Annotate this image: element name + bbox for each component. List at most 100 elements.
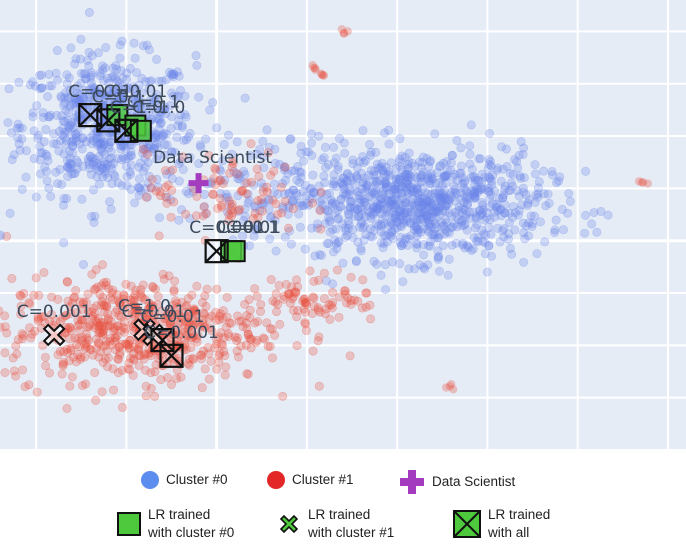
cluster0-point	[240, 170, 250, 180]
cluster1-point	[129, 355, 139, 365]
cluster0-point	[95, 139, 105, 149]
cluster1-point	[124, 339, 134, 349]
cluster0-point	[17, 123, 27, 133]
cluster0-point	[293, 161, 303, 171]
cluster1-point	[300, 294, 310, 304]
cluster0-point	[499, 224, 509, 234]
cluster0-point	[412, 183, 422, 193]
cluster0-point	[160, 104, 170, 114]
cluster0-point	[65, 158, 75, 168]
cluster0-point	[417, 176, 427, 186]
cluster0-point	[519, 257, 529, 267]
cluster0-point	[304, 147, 314, 157]
cluster1-point	[64, 356, 74, 366]
legend-lr-all[interactable]: LR trained with all	[452, 506, 550, 542]
cluster0-point	[118, 152, 128, 162]
cluster0-point	[123, 83, 133, 93]
cluster0-point	[191, 51, 201, 61]
cluster0-point	[144, 171, 154, 181]
cluster0-point	[346, 176, 356, 186]
cluster0-point	[59, 149, 69, 159]
cluster0-point	[516, 137, 526, 147]
cluster0-point	[504, 186, 514, 196]
cluster0-point	[107, 179, 117, 189]
cluster0-point	[101, 168, 111, 178]
cluster1-point	[226, 205, 236, 215]
cluster0-point	[93, 87, 103, 97]
cluster0-point	[292, 175, 302, 185]
cluster0-point	[44, 69, 54, 79]
cluster0-point	[460, 176, 470, 186]
cluster0-point	[262, 125, 272, 135]
cluster0-point	[196, 142, 206, 152]
cluster0-point	[167, 70, 177, 80]
cluster0-point	[155, 133, 165, 143]
legend-cluster0[interactable]: Cluster #0	[140, 470, 228, 490]
cluster0-point	[424, 201, 434, 211]
cluster0-point	[372, 204, 382, 214]
cluster0-point	[292, 188, 302, 198]
cluster0-point	[338, 258, 348, 268]
cluster0-point	[94, 166, 104, 176]
cluster0-point	[448, 172, 458, 182]
cluster0-point	[372, 204, 382, 214]
cluster0-point	[420, 264, 430, 274]
cluster1-point	[219, 347, 229, 357]
cluster0-point	[270, 216, 280, 226]
cluster0-point	[480, 249, 490, 259]
cluster0-point	[480, 238, 490, 248]
cluster0-point	[403, 159, 413, 169]
cluster0-point	[316, 188, 326, 198]
cluster0-point	[475, 154, 485, 164]
cluster0-point	[442, 199, 452, 209]
cluster0-point	[98, 61, 108, 71]
cluster0-point	[398, 277, 408, 287]
cluster0-point	[121, 154, 131, 164]
cluster0-point	[65, 124, 75, 134]
cluster0-point	[93, 140, 103, 150]
cluster1-point	[309, 293, 319, 303]
cluster1-point	[166, 212, 176, 222]
cluster0-point	[484, 186, 494, 196]
legend-data-scientist[interactable]: Data Scientist	[398, 468, 515, 496]
cluster0-point	[380, 178, 390, 188]
legend-cluster1[interactable]: Cluster #1	[266, 470, 354, 490]
cluster0-point	[589, 208, 599, 218]
plot-background	[0, 0, 686, 450]
legend-lr-cluster1[interactable]: LR trained with cluster #1	[276, 506, 394, 542]
legend-lr-cluster0[interactable]: LR trained with cluster #0	[116, 506, 234, 542]
cluster0-point	[212, 123, 222, 133]
cluster0-point	[402, 186, 412, 196]
cluster0-point	[404, 188, 414, 198]
cluster1-point	[308, 346, 318, 356]
cluster0-point	[485, 128, 495, 138]
cluster0-point	[388, 233, 398, 243]
cluster0-point	[517, 200, 527, 210]
cluster0-point	[37, 83, 47, 93]
cluster0-point	[500, 208, 510, 218]
cluster1-point	[266, 275, 276, 285]
cluster0-point	[109, 170, 119, 180]
cluster0-point	[146, 183, 156, 193]
cluster1-point	[84, 322, 94, 332]
cluster0-point	[314, 181, 324, 191]
cluster0-point	[483, 163, 493, 173]
cluster0-point	[60, 98, 70, 108]
cluster0-point	[492, 165, 502, 175]
cluster0-point	[35, 70, 45, 80]
cluster0-point	[35, 142, 45, 152]
legend-label: Cluster #1	[292, 472, 354, 487]
cluster1-point	[30, 326, 40, 336]
cluster0-point	[271, 246, 281, 256]
cluster0-point	[463, 200, 473, 210]
cluster0-point	[84, 157, 94, 167]
cluster0-point	[179, 135, 189, 145]
cluster0-point	[348, 155, 358, 165]
cluster0-point	[152, 114, 162, 124]
cluster0-point	[359, 194, 369, 204]
cluster0-point	[416, 163, 426, 173]
cluster0-point	[423, 260, 433, 270]
cluster0-point	[444, 228, 454, 238]
cluster1-point	[40, 352, 50, 362]
cluster0-point	[59, 200, 69, 210]
